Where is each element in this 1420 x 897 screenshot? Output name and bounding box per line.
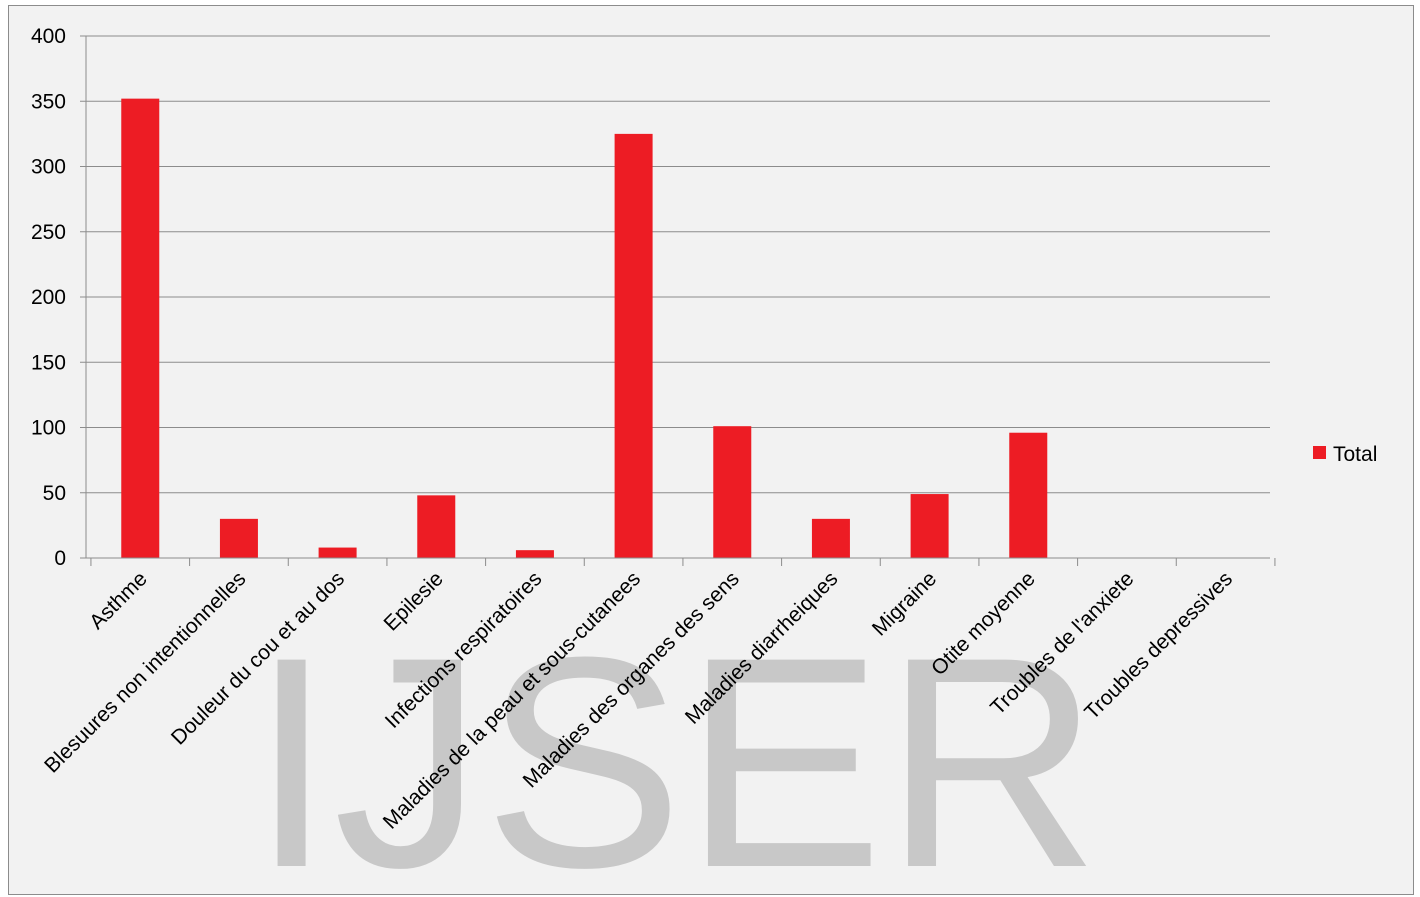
bar-3 xyxy=(318,547,357,558)
y-tick-label: 200 xyxy=(31,286,66,309)
bar-10 xyxy=(1009,432,1048,558)
y-tick-label: 300 xyxy=(31,156,66,179)
y-tick-label: 400 xyxy=(31,25,66,48)
legend-swatch xyxy=(1313,446,1326,459)
y-tick-label: 50 xyxy=(43,482,66,505)
x-category-label: Blesuures non intentionnelles xyxy=(40,567,250,777)
y-tick-label: 350 xyxy=(31,90,66,113)
y-tick-label: 100 xyxy=(31,417,66,440)
y-tick-label: 0 xyxy=(54,547,66,570)
y-tick-label: 150 xyxy=(31,351,66,374)
chart-area xyxy=(8,5,1414,895)
legend-label: Total xyxy=(1333,443,1377,466)
bar-4 xyxy=(417,495,456,558)
watermark-text: IJSER xyxy=(250,594,1100,897)
bar-8 xyxy=(811,518,850,558)
x-category-label: Asthme xyxy=(85,567,152,634)
bar-5 xyxy=(515,550,554,558)
bar-7 xyxy=(713,426,752,558)
bar-6 xyxy=(614,133,653,558)
bar-1 xyxy=(121,98,160,558)
bar-2 xyxy=(219,518,258,558)
y-tick-label: 250 xyxy=(31,221,66,244)
bar-9 xyxy=(910,494,949,558)
